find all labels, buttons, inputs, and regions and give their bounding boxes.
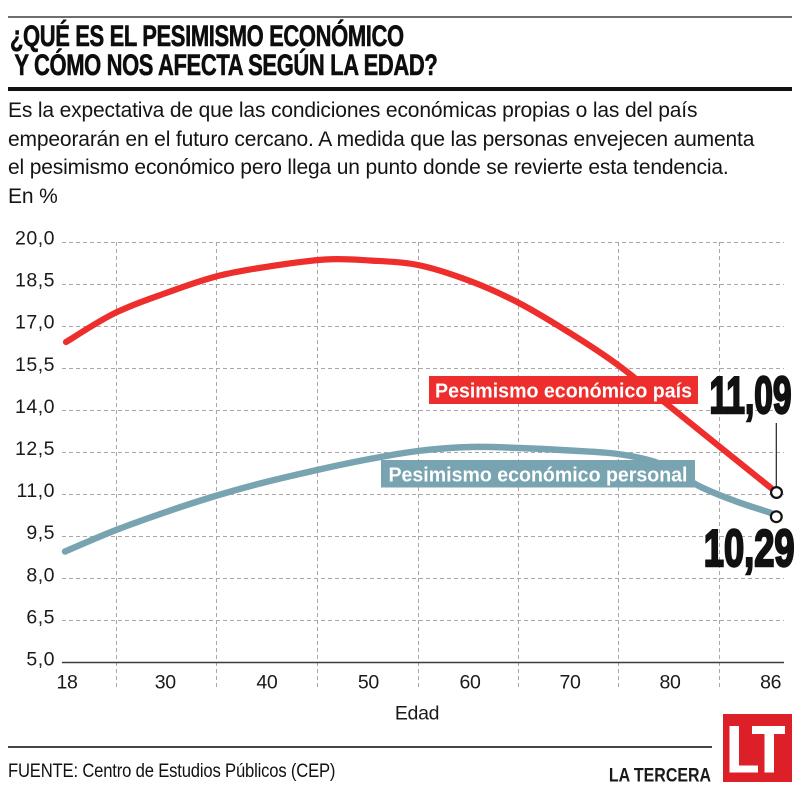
svg-text:10,29: 10,29: [704, 518, 795, 577]
svg-text:11,09: 11,09: [710, 367, 792, 425]
svg-text:86: 86: [760, 672, 781, 694]
svg-text:15,5: 15,5: [15, 354, 55, 376]
svg-text:30: 30: [155, 672, 177, 694]
svg-text:60: 60: [459, 672, 481, 694]
svg-text:8,0: 8,0: [26, 564, 55, 586]
svg-text:18,5: 18,5: [15, 270, 55, 292]
svg-text:70: 70: [559, 672, 581, 694]
svg-text:11,0: 11,0: [16, 480, 55, 502]
svg-text:5,0: 5,0: [26, 649, 55, 671]
svg-text:LA TERCERA: LA TERCERA: [609, 764, 711, 786]
svg-text:50: 50: [358, 672, 380, 694]
svg-text:17,0: 17,0: [15, 312, 55, 334]
svg-text:Edad: Edad: [395, 703, 439, 725]
svg-text:18: 18: [56, 672, 77, 694]
svg-text:20,0: 20,0: [15, 228, 55, 250]
svg-text:Pesimismo económico personal: Pesimismo económico personal: [389, 465, 688, 487]
svg-text:6,5: 6,5: [26, 606, 55, 628]
svg-text:Pesimismo económico país: Pesimismo económico país: [435, 381, 692, 403]
svg-text:80: 80: [659, 672, 681, 694]
svg-text:12,5: 12,5: [15, 438, 55, 460]
svg-text:14,0: 14,0: [15, 396, 55, 418]
svg-text:9,5: 9,5: [26, 522, 55, 544]
svg-text:40: 40: [256, 672, 278, 694]
